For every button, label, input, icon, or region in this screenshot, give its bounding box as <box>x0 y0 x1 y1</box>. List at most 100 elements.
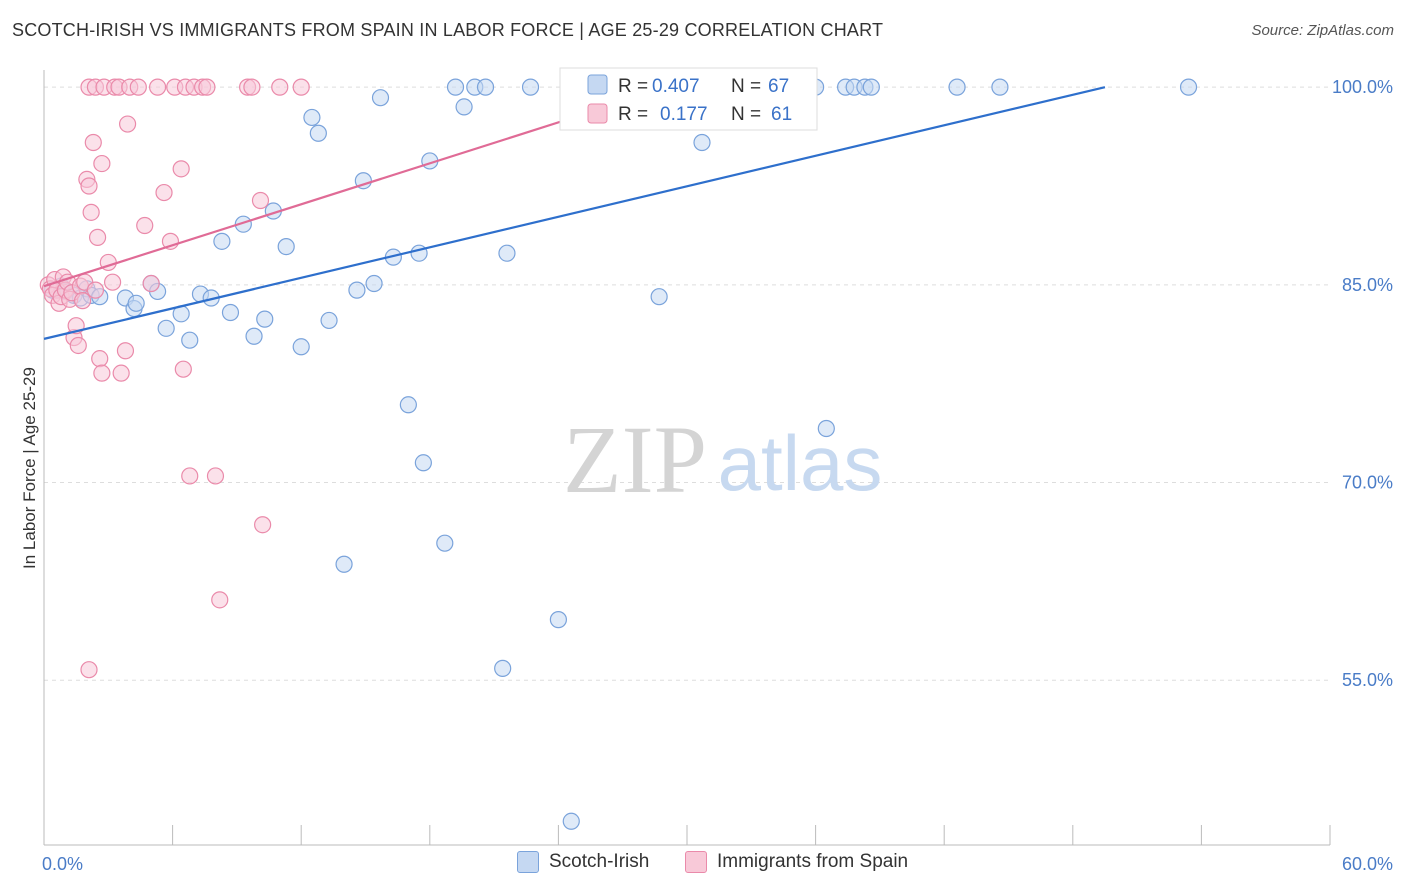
data-point-pink <box>93 154 111 173</box>
trend-line-blue <box>43 86 1106 340</box>
data-point-pink <box>136 216 154 235</box>
data-point-blue <box>521 78 540 96</box>
trend-lines <box>43 86 1106 340</box>
data-point-pink <box>112 364 130 382</box>
legend-n-label: N = <box>731 104 761 125</box>
legend-r-label: R = <box>618 104 648 125</box>
data-point-pink <box>73 292 92 310</box>
legend-swatch-blue <box>587 74 608 95</box>
data-point-pink <box>118 115 137 133</box>
data-point-pink <box>174 360 192 378</box>
data-point-pink <box>155 183 173 202</box>
data-point-blue <box>498 244 516 262</box>
legend-swatch-pink <box>587 103 608 124</box>
data-point-blue <box>335 555 353 573</box>
tick-labels: 100.0% 85.0% 70.0% 55.0% 0.0% 60.0% <box>42 77 1393 874</box>
data-point-pink <box>148 78 167 96</box>
watermark-atlas: atlas <box>718 419 883 507</box>
data-point-pink <box>88 228 107 246</box>
data-point-blue <box>817 419 835 438</box>
legend-bottom: Scotch-Irish Immigrants from Spain <box>0 851 1406 879</box>
data-point-blue <box>476 78 495 96</box>
legend-swatch-blue <box>517 851 539 873</box>
data-point-blue <box>245 327 263 345</box>
legend-item-scotch-irish: Scotch-Irish <box>517 851 649 873</box>
watermark: ZIP atlas <box>563 406 882 513</box>
legend-top: R = 0.407 N = 67 R = 0.177 N = 61 <box>559 67 818 131</box>
data-point-pink <box>129 78 147 96</box>
data-point-pink <box>206 467 225 485</box>
data-point-blue <box>862 78 880 96</box>
data-point-blue <box>1179 78 1198 96</box>
data-point-blue <box>446 78 465 96</box>
watermark-zip: ZIP <box>563 406 707 513</box>
data-point-pink <box>211 591 229 609</box>
data-point-pink <box>251 191 270 210</box>
legend-label-immigrants-from-spain: Immigrants from Spain <box>717 851 909 872</box>
data-point-blue <box>348 281 366 299</box>
data-point-blue <box>494 659 512 677</box>
data-point-blue <box>693 133 711 152</box>
trend-line-pink <box>43 112 587 288</box>
data-point-blue <box>455 98 473 116</box>
data-point-blue <box>436 534 454 552</box>
data-point-blue <box>181 331 199 349</box>
data-point-blue <box>213 232 231 250</box>
data-point-blue <box>303 108 321 127</box>
legend-n-label: N = <box>731 76 761 97</box>
data-point-pink <box>243 78 261 96</box>
data-point-pink <box>254 516 272 534</box>
data-point-blue <box>365 274 383 293</box>
data-point-pink <box>80 661 98 679</box>
data-point-pink <box>86 281 105 299</box>
data-point-pink <box>172 160 190 178</box>
x-tick-label: 60.0% <box>1342 854 1393 874</box>
data-point-pink <box>84 133 102 152</box>
legend-label-scotch-irish: Scotch-Irish <box>549 851 650 872</box>
legend-swatch-pink <box>685 851 707 873</box>
legend-item-immigrants-from-spain: Immigrants from Spain <box>685 851 908 873</box>
chart-title: SCOTCH-IRISH VS IMMIGRANTS FROM SPAIN IN… <box>12 20 884 40</box>
legend-n-value: 67 <box>768 76 789 97</box>
gridlines <box>44 86 1330 681</box>
data-point-blue <box>562 812 580 830</box>
data-point-pink <box>198 78 216 96</box>
axes <box>43 70 1331 846</box>
y-tick-label: 85.0% <box>1342 275 1393 295</box>
data-point-pink <box>82 203 100 221</box>
data-point-blue <box>371 89 390 107</box>
data-point-blue <box>549 611 568 629</box>
data-point-blue <box>127 294 145 312</box>
data-point-pink <box>292 78 310 96</box>
data-point-pink <box>116 342 135 360</box>
data-point-pink <box>80 177 98 195</box>
data-point-blue <box>320 311 338 330</box>
legend-r-value: 0.177 <box>660 104 708 125</box>
source-label: Source: ZipAtlas.com <box>1251 22 1394 39</box>
data-point-pink <box>181 467 199 485</box>
y-tick-label: 100.0% <box>1332 77 1393 97</box>
data-point-blue <box>991 78 1009 96</box>
data-point-blue <box>256 310 274 328</box>
data-point-blue <box>221 303 240 322</box>
data-point-pink <box>103 273 122 291</box>
data-point-pink <box>93 364 111 382</box>
data-point-pink <box>69 336 87 355</box>
legend-r-label: R = <box>618 76 648 97</box>
data-point-blue <box>414 454 432 472</box>
data-point-blue <box>399 396 417 414</box>
data-point-pink <box>271 78 289 96</box>
data-point-blue <box>309 124 327 142</box>
data-point-blue <box>650 288 668 306</box>
data-point-blue <box>157 319 175 337</box>
y-tick-label: 70.0% <box>1342 473 1393 493</box>
legend-r-value: 0.407 <box>652 76 700 97</box>
legend-n-value: 61 <box>771 104 792 125</box>
data-point-blue <box>292 338 310 356</box>
y-tick-label: 55.0% <box>1342 670 1393 690</box>
data-point-pink <box>91 350 109 368</box>
x-tick-label: 0.0% <box>42 854 83 874</box>
data-point-blue <box>948 78 966 96</box>
data-point-pink <box>142 274 160 293</box>
